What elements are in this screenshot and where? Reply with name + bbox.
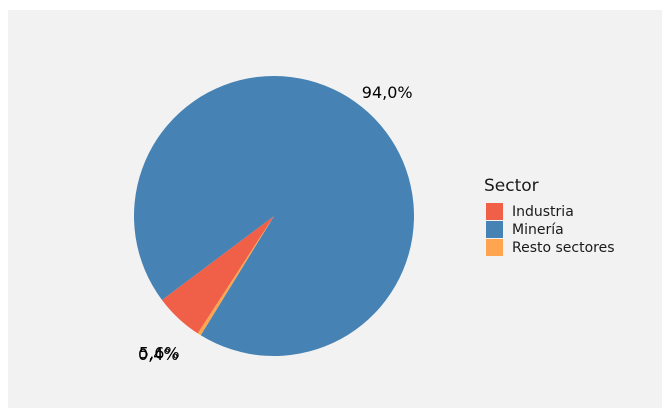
pie-slice-industria xyxy=(161,216,274,334)
legend-label: Industria xyxy=(512,204,574,220)
slice-labels: 5,6% 94,0% 0,4% xyxy=(138,83,413,364)
pie-slice-resto-sectores xyxy=(197,216,274,336)
slice-label: 0,4% xyxy=(138,345,179,364)
legend-label: Resto sectores xyxy=(512,240,615,256)
legend: Sector Industria Minería Resto sectores xyxy=(484,176,615,256)
legend-key xyxy=(486,221,503,238)
slice-label: 5,6% xyxy=(139,344,180,363)
legend-title: Sector xyxy=(484,176,539,196)
slice-label: 94,0% xyxy=(362,83,413,102)
pie-slices xyxy=(134,75,414,357)
legend-label: Minería xyxy=(512,222,564,238)
legend-key xyxy=(486,239,503,256)
legend-key xyxy=(486,203,503,220)
